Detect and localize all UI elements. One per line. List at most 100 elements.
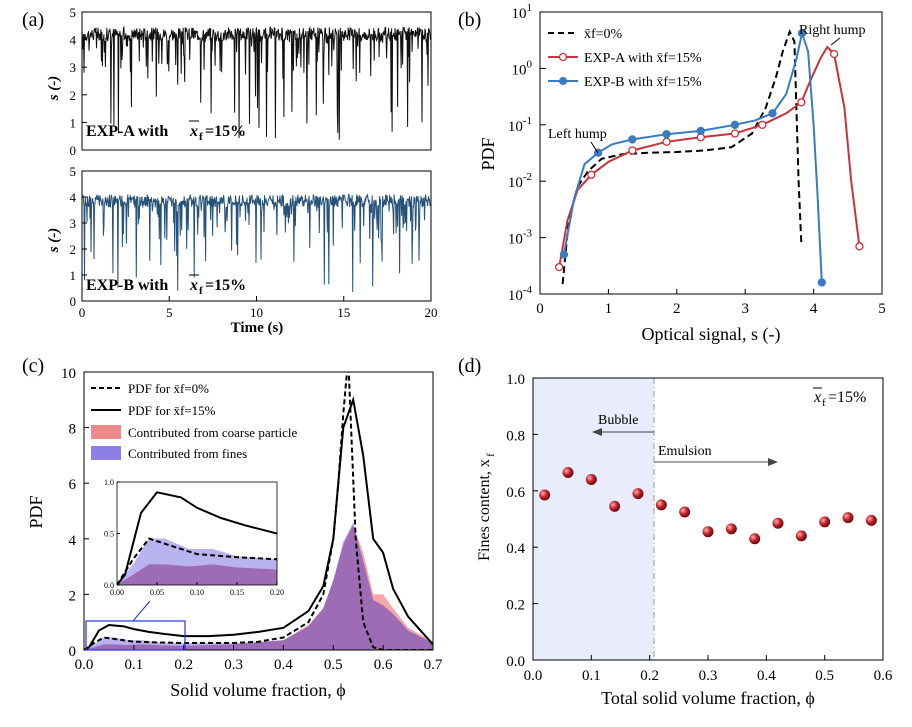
panel-b-label: (b) <box>458 9 481 31</box>
series-marker <box>797 29 807 38</box>
series-marker <box>855 242 864 251</box>
panel-c-series <box>84 372 433 650</box>
series-marker <box>628 135 637 144</box>
scatter-point <box>749 533 761 545</box>
series-marker <box>662 137 671 146</box>
y-tick-label: 10-2 <box>508 171 532 191</box>
panel-c-label: (c) <box>22 355 44 377</box>
x-tick-label: 20 <box>425 305 438 320</box>
panel-c-inset-series <box>117 491 277 585</box>
panel-b-xlabel: Optical signal, s (-) <box>642 324 781 345</box>
panel-c-frame <box>83 371 434 651</box>
inset-x-tick-label: 0.05 <box>150 588 164 597</box>
series-marker <box>758 120 767 129</box>
panel-d-points <box>539 466 877 545</box>
overlap-area <box>84 524 433 650</box>
panel-a-bottom-trace <box>81 193 432 292</box>
series-marker <box>555 262 564 272</box>
pdf-line <box>117 491 277 585</box>
series-marker <box>768 109 777 118</box>
x-tick-label: 4 <box>810 301 818 317</box>
panel-a-top-axes: 0 1 2 3 4 5 EXP-A with x f =15% s (-) <box>46 5 432 158</box>
panel-b-left-hump: Left hump <box>548 127 607 142</box>
x-tick-label: 0.5 <box>815 668 834 684</box>
panel-d-emulsion-arrowhead <box>768 458 778 466</box>
series-marker <box>628 146 637 155</box>
y-tick-label: 3 <box>70 60 77 75</box>
y-tick-label: 101 <box>512 2 533 22</box>
inset-y-tick-label: 1.0 <box>104 478 114 487</box>
series-marker <box>662 130 671 139</box>
x-tick-label: 0.4 <box>757 668 776 684</box>
x-tick-label: 10 <box>250 305 263 320</box>
x-tick-label: 0.4 <box>274 657 293 673</box>
x-tick-label: 1 <box>605 301 613 317</box>
y-tick-label: 4 <box>69 533 77 549</box>
x-tick-label: 5 <box>166 305 173 320</box>
x-tick-label: 0.7 <box>424 657 443 673</box>
y-tick-label: 1.0 <box>506 372 525 388</box>
y-tick-label: 100 <box>512 58 533 78</box>
panel-d-tag: x f =15% <box>813 387 866 409</box>
panel-b-series <box>555 28 864 287</box>
legend-b-xf0: x̄f=0% <box>584 27 623 42</box>
y-tick-label: 0.0 <box>506 654 525 670</box>
pdf-line <box>84 395 433 650</box>
pdf-line <box>117 537 277 585</box>
inset-x-tick-label: 0.00 <box>110 588 124 597</box>
panel-c-zoom-arrow <box>132 600 151 622</box>
panel-d-bubble-label: Bubble <box>598 413 638 428</box>
panel-a-bottom-caption-sub: f <box>199 285 203 297</box>
series-marker <box>730 129 740 138</box>
panel-a-top-yticks: 0 1 2 3 4 5 <box>70 5 87 158</box>
panel-b-legend: x̄f=0% EXP-A with x̄f=15% EXP-B with x̄f… <box>548 27 702 90</box>
legend-c-fines-swatch <box>91 446 121 460</box>
panel-a-top-ylabel: s (-) <box>46 76 62 102</box>
scatter-point <box>655 499 667 511</box>
legend-b-expb-marker <box>559 77 567 85</box>
panel-d-ticks: 0.0 0.1 0.2 0.3 0.4 0.5 0.6 0.0 0.2 0.4 0.6 0.8 1.0 <box>506 372 893 684</box>
scatter-point <box>539 489 551 501</box>
scatter-point <box>609 500 621 512</box>
panel-d-tag-value: =15% <box>828 389 866 406</box>
y-tick-label: 10-3 <box>508 228 533 248</box>
overlap-area <box>117 564 277 585</box>
panel-d-xlabel: Total solid volume fraction, ϕ <box>601 688 815 708</box>
panel-a-bottom-axes: 0 1 2 3 4 5 0 5 10 15 20 EXP-B with x f =15% s (-… <box>46 164 438 336</box>
y-tick-label: 0.4 <box>506 541 525 557</box>
y-tick-label: 6 <box>69 477 77 493</box>
x-tick-label: 2 <box>673 301 681 317</box>
x-tick-label: 15 <box>337 305 350 320</box>
y-tick-label: 2 <box>70 242 77 257</box>
y-tick-label: 4 <box>70 190 77 205</box>
panel-d-bubble-region <box>533 378 654 660</box>
panel-c-legend: PDF for x̄f=0% PDF for x̄f=15% Contribut… <box>91 381 298 461</box>
panel-b-right-hump-arrow <box>830 37 841 46</box>
y-tick-label: 0 <box>69 644 77 660</box>
panel-d-bubble-arrowhead <box>592 428 602 436</box>
scatter-point <box>865 514 877 526</box>
x-tick-label: 3 <box>741 301 749 317</box>
panel-a-bottom-xticks: 0 5 10 15 20 <box>79 296 438 320</box>
inset-x-tick-label: 0.10 <box>190 588 204 597</box>
series-marker <box>797 98 806 107</box>
scatter-point <box>562 466 574 478</box>
panel-a-top-trace <box>81 25 432 140</box>
y-tick-label: 4 <box>70 33 77 48</box>
x-tick-label: 0 <box>79 305 86 320</box>
panel-c-ticks: 0.0 0.1 0.2 0.3 0.4 0.5 0.6 0.7 0 2 4 6 8 10 <box>61 366 443 673</box>
y-tick-label: 0.2 <box>506 598 525 614</box>
y-tick-label: 10 <box>61 366 76 382</box>
panel-a-bottom-caption-x: x <box>189 277 198 294</box>
panel-a: (a) 0 1 2 3 4 5 EXP-A with x f =15% s (-) 0 1 2… <box>22 5 438 336</box>
panel-a-bottom-caption: EXP-B with x f =15% <box>86 274 246 297</box>
scatter-point <box>702 526 714 538</box>
scatter-point <box>842 512 854 524</box>
panel-a-top-caption-text: EXP-A with <box>86 123 168 140</box>
panel-c-inset-ticks: 0.00 0.05 0.10 0.15 0.20 0.0 0.5 1.0 <box>104 478 284 597</box>
y-tick-label: 1 <box>70 268 77 283</box>
y-tick-label: 3 <box>70 216 77 231</box>
y-tick-label: 0.6 <box>506 485 525 501</box>
